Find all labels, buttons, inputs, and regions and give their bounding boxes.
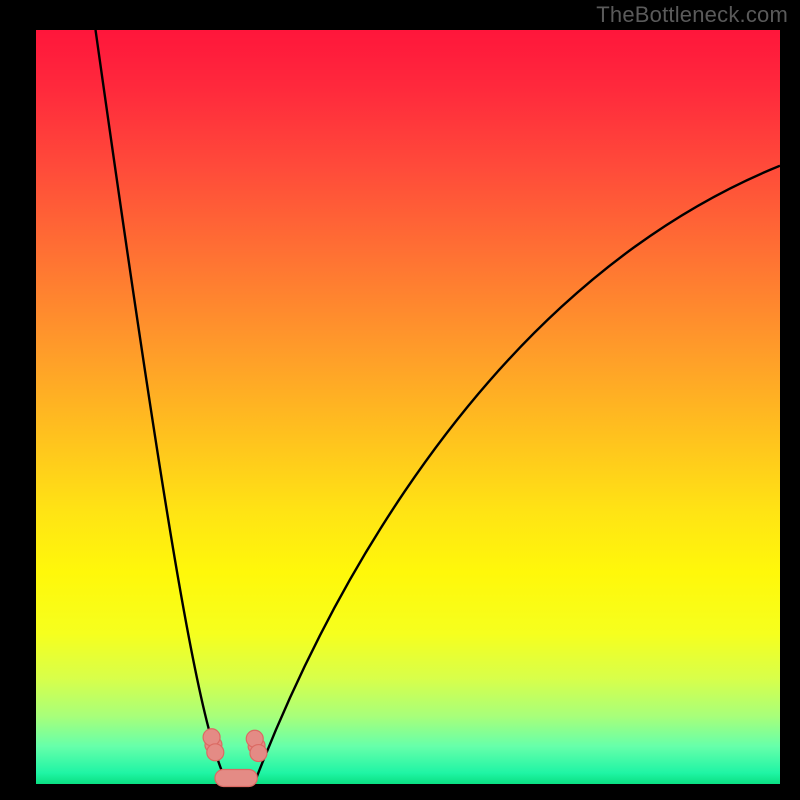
marker-pill-2 <box>215 769 257 786</box>
bottleneck-chart <box>0 0 800 800</box>
gradient-background <box>36 30 780 784</box>
chart-container: { "watermark": { "text": "TheBottleneck.… <box>0 0 800 800</box>
watermark-text: TheBottleneck.com <box>596 2 788 28</box>
